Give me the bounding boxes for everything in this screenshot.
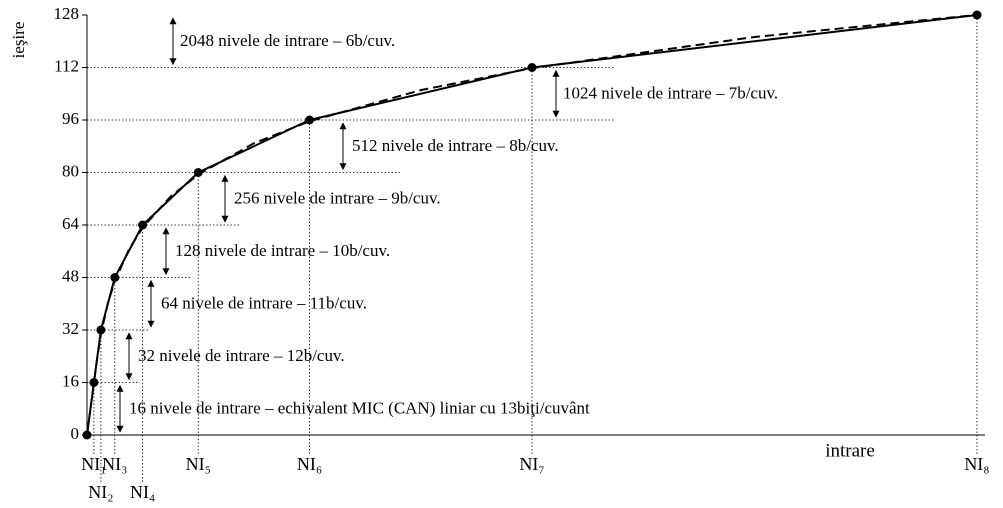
x-tick-label: NI₃ xyxy=(102,454,127,474)
annotation: 16 nivele de intrare – echivalent MIC (C… xyxy=(129,399,590,418)
x-tick-label: NI₅ xyxy=(186,454,211,474)
annotation: 1024 nivele de intrare – 7b/cuv. xyxy=(563,84,778,103)
point xyxy=(972,10,982,20)
y-tick-label: 48 xyxy=(62,266,79,285)
x-axis-label: intrare xyxy=(825,440,875,461)
point xyxy=(89,378,99,387)
point xyxy=(138,220,148,230)
annotation: 128 nivele de intrare – 10b/cuv. xyxy=(175,241,390,260)
y-axis-label: ieşire xyxy=(9,22,28,59)
annotation: 512 nivele de intrare – 8b/cuv. xyxy=(352,136,559,155)
point xyxy=(304,115,314,125)
x-tick-label: NI₂ xyxy=(88,482,113,502)
y-tick-label: 80 xyxy=(62,161,79,180)
y-tick-label: 112 xyxy=(54,56,79,75)
y-tick-label: 32 xyxy=(62,319,79,338)
x-tick-label: NI₇ xyxy=(519,454,544,474)
y-tick-label: 64 xyxy=(62,214,80,233)
annotation: 256 nivele de intrare – 9b/cuv. xyxy=(234,189,441,208)
y-tick-label: 0 xyxy=(71,424,80,443)
point xyxy=(193,168,203,177)
series-line xyxy=(86,14,978,436)
y-tick-label: 96 xyxy=(62,109,79,128)
y-tick-label: 128 xyxy=(54,4,80,23)
annotation: 32 nivele de intrare – 12b/cuv. xyxy=(138,346,345,365)
x-tick-label: NI₄ xyxy=(130,482,155,502)
annotation: 64 nivele de intrare – 11b/cuv. xyxy=(161,294,367,313)
x-tick-label: NI₈ xyxy=(964,454,989,474)
y-tick-label: 16 xyxy=(62,371,79,390)
x-tick-label: NI₁ xyxy=(81,454,106,474)
x-tick-label: NI₆ xyxy=(297,454,322,474)
annotation: 2048 nivele de intrare – 6b/cuv. xyxy=(180,31,395,50)
